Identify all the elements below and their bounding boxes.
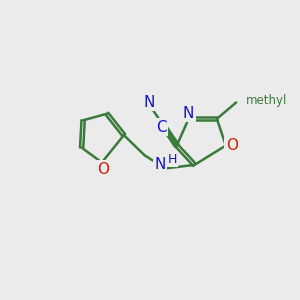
Text: O: O [226,138,238,153]
Text: N: N [143,95,155,110]
Text: C: C [156,120,166,135]
Text: H: H [167,153,177,166]
Text: O: O [97,161,109,176]
Text: N: N [154,158,166,172]
Text: methyl: methyl [246,94,287,107]
Text: N: N [183,106,194,121]
